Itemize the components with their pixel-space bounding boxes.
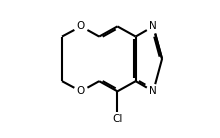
Text: O: O <box>77 21 85 31</box>
Text: N: N <box>149 21 157 31</box>
Text: Cl: Cl <box>112 114 123 124</box>
Text: O: O <box>77 86 85 96</box>
Text: N: N <box>149 86 157 96</box>
